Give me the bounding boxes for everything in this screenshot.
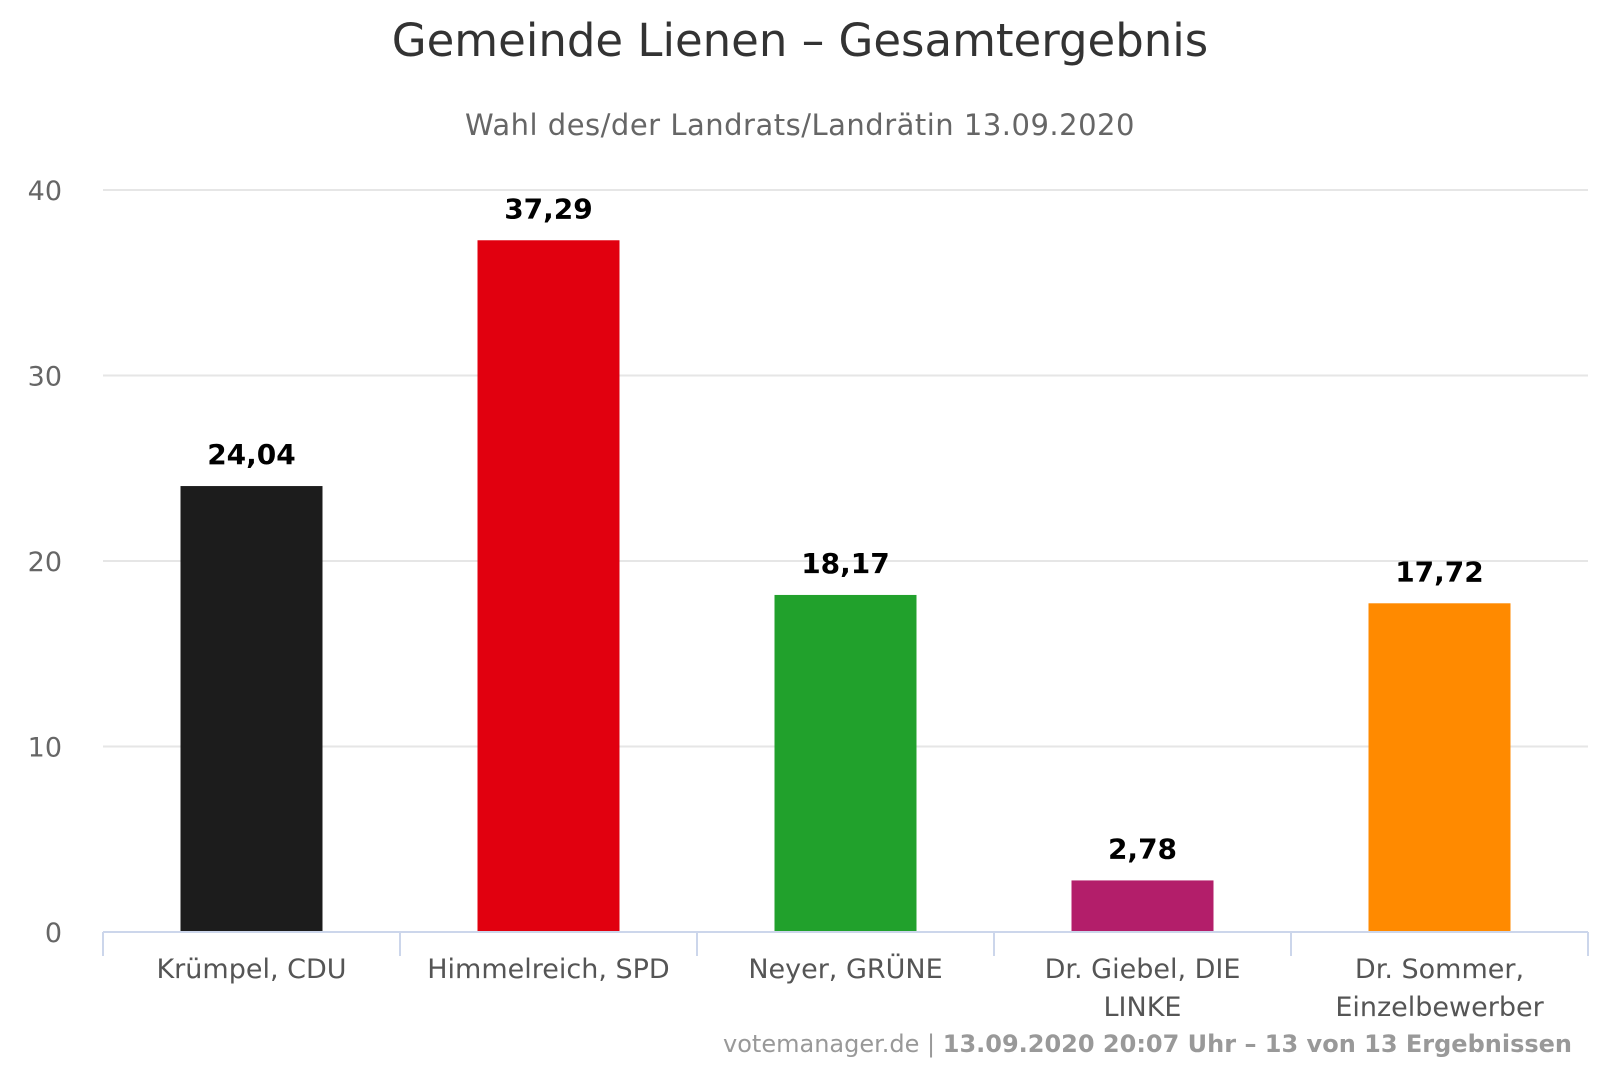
y-tick-label: 20 [28,547,62,578]
data-label: 24,04 [207,438,296,471]
x-tick-label: Dr. Sommer, Einzelbewerber [1335,954,1544,1023]
chart-title: Gemeinde Lienen – Gesamtergebnis [391,14,1209,67]
x-tick-label: Krümpel, CDU [156,954,346,985]
bar[interactable] [1368,603,1511,932]
y-tick-label: 30 [28,362,62,393]
chart-subtitle: Wahl des/der Landrats/Landrätin 13.09.20… [465,108,1135,142]
bar[interactable] [180,486,323,932]
bar[interactable] [774,594,917,932]
y-tick-label: 10 [28,733,62,764]
x-tick-label: Dr. Giebel, DIE LINKE [1045,954,1241,1023]
x-tick-label: Neyer, GRÜNE [748,953,942,985]
credits-source[interactable]: votemanager.de [723,1030,920,1058]
data-label: 17,72 [1395,555,1484,588]
x-tick-label: Himmelreich, SPD [427,954,669,985]
credits-separator: | [919,1030,943,1058]
data-label: 18,17 [801,547,890,580]
bar[interactable] [1071,880,1214,932]
x-axis [102,931,1589,956]
data-label: 2,78 [1108,832,1177,865]
data-label: 37,29 [504,192,593,225]
x-axis-ticks: Krümpel, CDU Himmelreich, SPD Neyer, GRÜNE… [156,953,1544,1023]
y-tick-label: 0 [45,918,62,949]
credits[interactable]: votemanager.de | 13.09.2020 20:07 Uhr – … [723,1030,1572,1058]
credits-info: 13.09.2020 20:07 Uhr – 13 von 13 Ergebni… [942,1030,1572,1058]
data-labels: 24,04 37,29 18,17 2,78 17,72 [207,192,1484,865]
y-tick-label: 40 [28,176,62,207]
y-axis-ticks: 0 10 20 30 40 [28,176,62,949]
bars [180,240,1511,932]
bar[interactable] [477,240,620,932]
